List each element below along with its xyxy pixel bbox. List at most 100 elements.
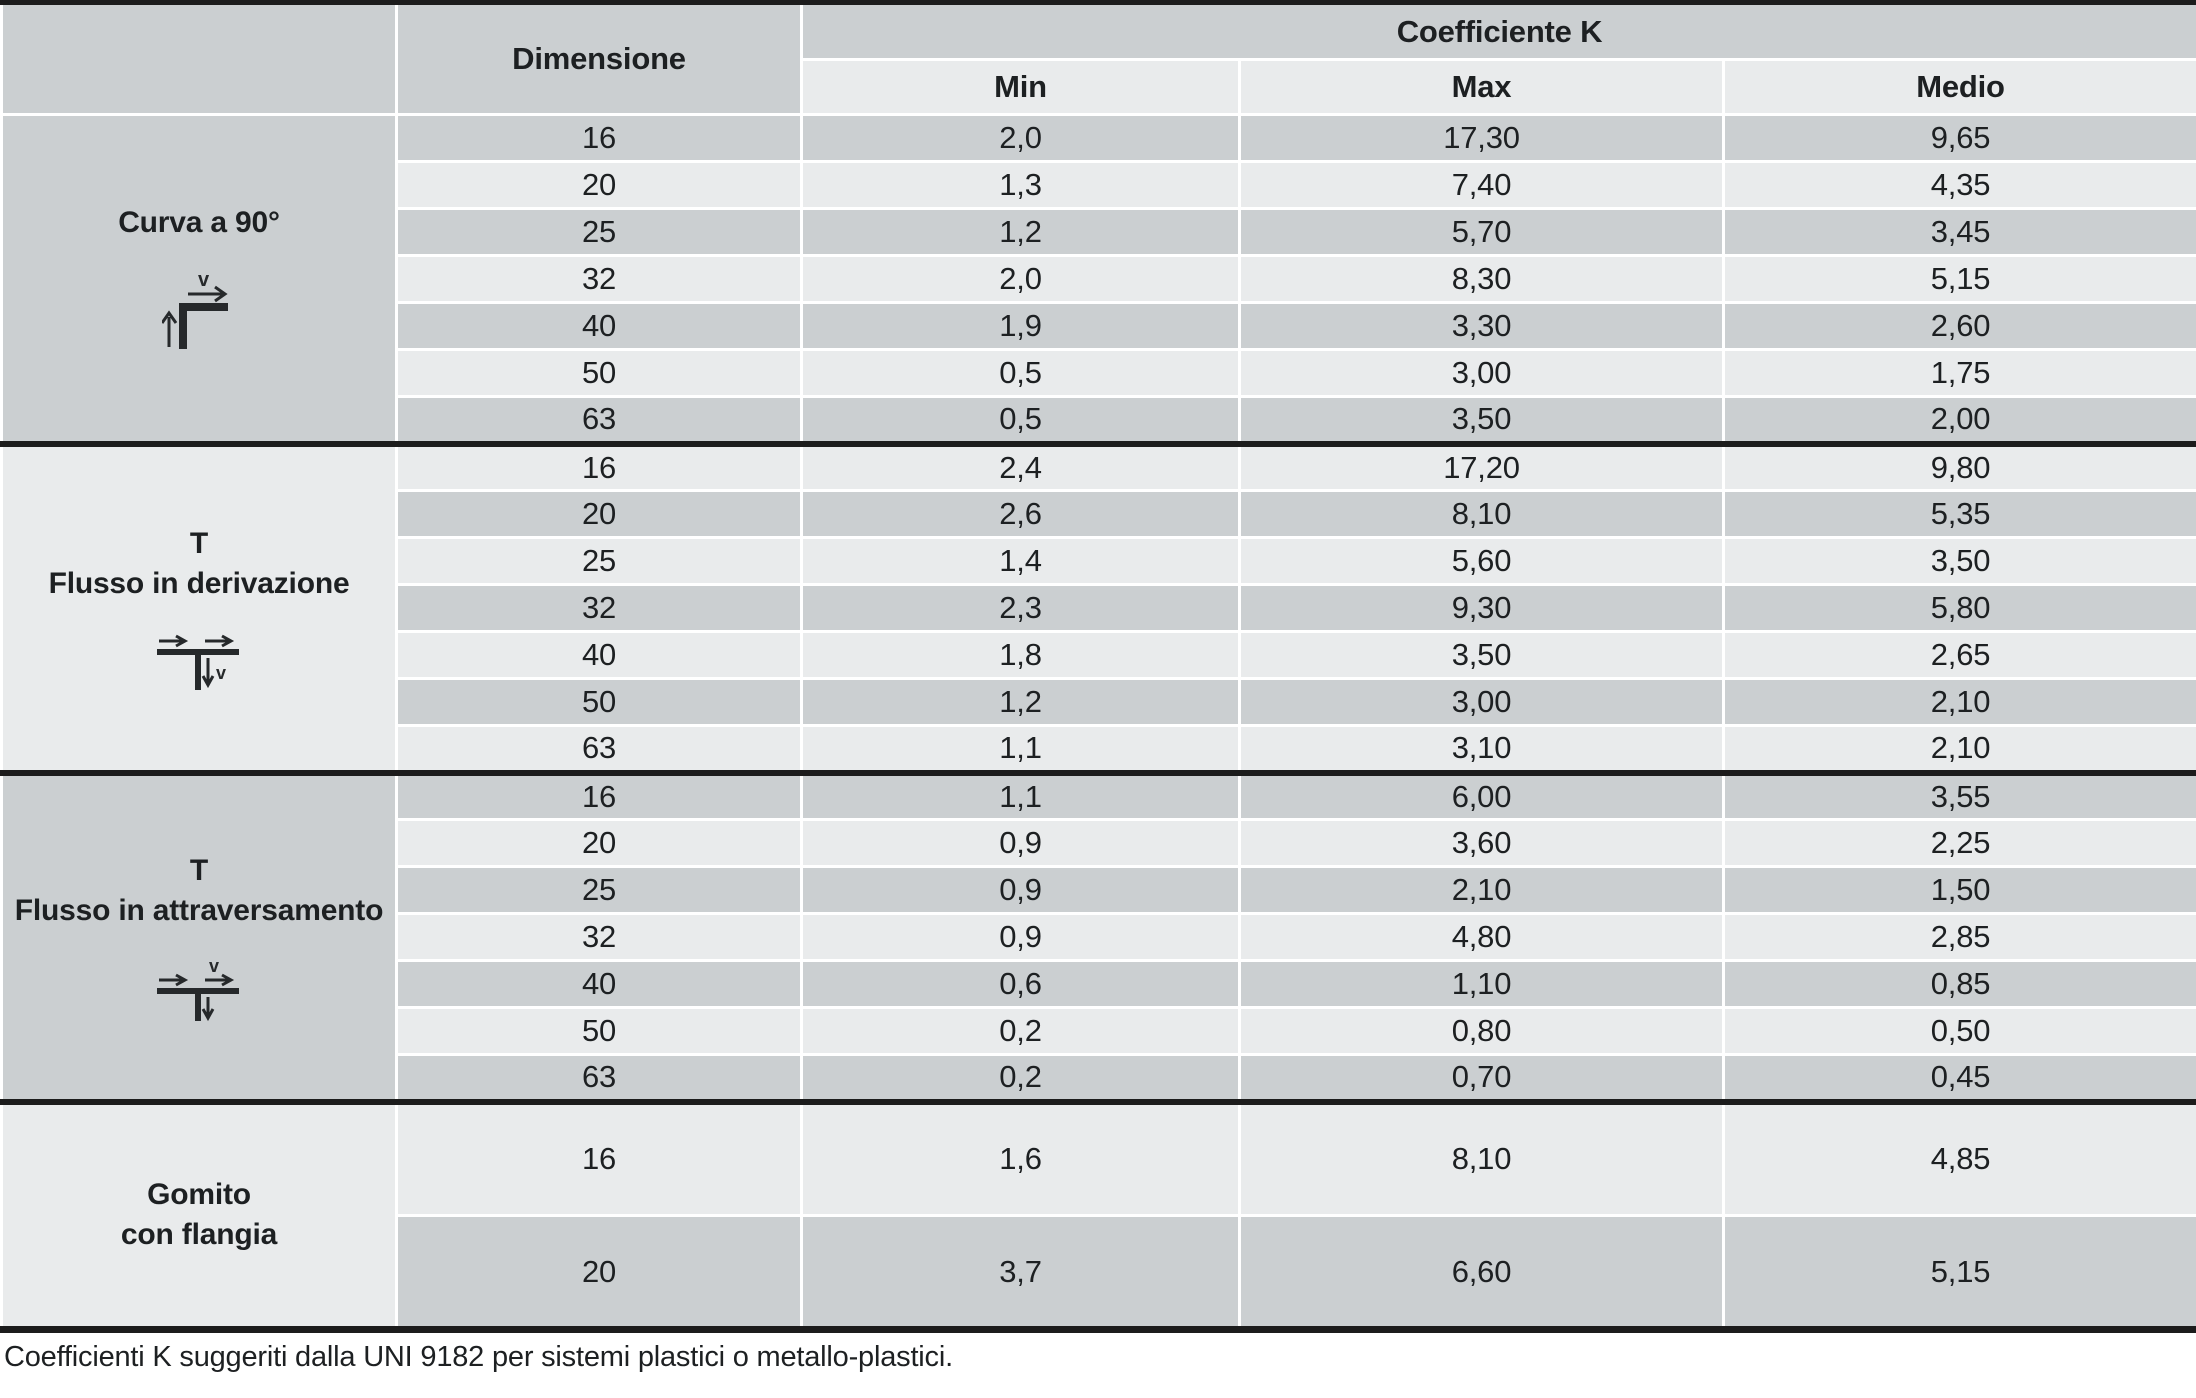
max-cell: 17,20 — [1238, 440, 1725, 492]
max-cell: 6,60 — [1238, 1214, 1725, 1331]
min-cell: 0,9 — [800, 818, 1241, 868]
min-cell: 0,2 — [800, 1053, 1241, 1103]
dimension-cell: 20 — [395, 160, 803, 210]
section-label-t-derivazione: T Flusso in derivazione v — [0, 440, 398, 774]
min-cell: 1,1 — [800, 724, 1241, 774]
dimension-cell: 25 — [395, 536, 803, 586]
min-cell: 0,9 — [800, 865, 1241, 915]
dimension-cell: 50 — [395, 348, 803, 398]
curva-90-flow-icon: v — [162, 273, 236, 353]
max-cell: 3,10 — [1238, 724, 1725, 774]
table-row: 32 2,0 8,30 5,15 — [2, 254, 2196, 304]
section-label-curva-90: Curva a 90° v — [0, 113, 398, 445]
section-title-line: Curva a 90° — [118, 206, 280, 240]
dimension-cell: 32 — [395, 254, 803, 304]
table-row: 32 0,9 4,80 2,85 — [2, 912, 2196, 962]
table-row: 40 0,6 1,10 0,85 — [2, 959, 2196, 1009]
min-cell: 0,2 — [800, 1006, 1241, 1056]
section-label-gomito-flangia: Gomito con flangia — [0, 1098, 398, 1331]
dimension-cell: 63 — [395, 724, 803, 774]
dimension-cell: 32 — [395, 583, 803, 633]
medio-cell: 5,15 — [1721, 1214, 2196, 1331]
max-cell: 8,10 — [1238, 489, 1725, 539]
dimension-cell: 20 — [395, 818, 803, 868]
table-row: 50 0,5 3,00 1,75 — [2, 348, 2196, 398]
dimension-cell: 16 — [395, 769, 803, 821]
table-row: 25 1,4 5,60 3,50 — [2, 536, 2196, 586]
table-row: 25 0,9 2,10 1,50 — [2, 865, 2196, 915]
max-cell: 3,50 — [1238, 630, 1725, 680]
medio-cell: 1,75 — [1721, 348, 2196, 398]
table-row: 63 1,1 3,10 2,10 — [2, 724, 2196, 774]
min-cell: 1,1 — [800, 769, 1241, 821]
dimension-cell: 16 — [395, 440, 803, 492]
max-cell: 6,00 — [1238, 769, 1725, 821]
min-cell: 0,9 — [800, 912, 1241, 962]
table-row: 40 1,9 3,30 2,60 — [2, 301, 2196, 351]
header-dimension: Dimensione — [395, 1, 803, 116]
dimension-cell: 16 — [395, 1098, 803, 1217]
medio-cell: 4,35 — [1721, 160, 2196, 210]
min-cell: 3,7 — [800, 1214, 1241, 1331]
max-cell: 0,70 — [1238, 1053, 1725, 1103]
svg-text:v: v — [216, 663, 226, 683]
section-title-line: T — [189, 854, 209, 887]
medio-cell: 2,10 — [1721, 724, 2196, 774]
max-cell: 4,80 — [1238, 912, 1725, 962]
section-label-t-attraversamento: T Flusso in attraversamento v — [0, 769, 398, 1103]
header-max: Max — [1238, 58, 1725, 116]
tee-branch-flow-icon: v — [157, 634, 241, 692]
medio-cell: 9,80 — [1721, 440, 2196, 492]
min-cell: 0,5 — [800, 348, 1241, 398]
svg-text:v: v — [209, 961, 219, 976]
min-cell: 0,6 — [800, 959, 1241, 1009]
max-cell: 8,10 — [1238, 1098, 1725, 1217]
dimension-cell: 50 — [395, 677, 803, 727]
section-title-line: T — [189, 527, 209, 560]
medio-cell: 4,85 — [1721, 1098, 2196, 1217]
medio-cell: 3,50 — [1721, 536, 2196, 586]
medio-cell: 5,15 — [1721, 254, 2196, 304]
max-cell: 3,30 — [1238, 301, 1725, 351]
min-cell: 2,0 — [800, 254, 1241, 304]
table-row: 20 3,7 6,60 5,15 — [2, 1214, 2196, 1331]
footnote: Coefficienti K suggeriti dalla UNI 9182 … — [4, 1341, 953, 1373]
medio-cell: 2,60 — [1721, 301, 2196, 351]
header-empty-cell — [0, 1, 398, 116]
section-title-line: con flangia — [120, 1218, 278, 1252]
max-cell: 3,00 — [1238, 677, 1725, 727]
max-cell: 3,50 — [1238, 395, 1725, 445]
medio-cell: 0,85 — [1721, 959, 2196, 1009]
section-title: T Flusso in attraversamento — [15, 851, 384, 931]
max-cell: 9,30 — [1238, 583, 1725, 633]
medio-cell: 3,55 — [1721, 769, 2196, 821]
table-row: Curva a 90° v 16 2,0 17,30 9,65 — [0, 113, 2196, 445]
table-row: 40 1,8 3,50 2,65 — [2, 630, 2196, 680]
min-cell: 1,3 — [800, 160, 1241, 210]
table-header: Dimensione Coefficiente K Min Max Medio — [0, 1, 2196, 116]
medio-cell: 2,00 — [1721, 395, 2196, 445]
dimension-cell: 40 — [395, 630, 803, 680]
dimension-cell: 20 — [395, 1214, 803, 1331]
table-row: 63 0,2 0,70 0,45 — [2, 1053, 2196, 1103]
dimension-cell: 63 — [395, 395, 803, 445]
dimension-cell: 25 — [395, 207, 803, 257]
min-cell: 1,6 — [800, 1098, 1241, 1217]
min-cell: 1,2 — [800, 677, 1241, 727]
table-row: 25 1,2 5,70 3,45 — [2, 207, 2196, 257]
max-cell: 17,30 — [1238, 113, 1725, 163]
dimension-cell: 20 — [395, 489, 803, 539]
table-row: T Flusso in attraversamento v 16 1,1 6,00 3,55 — [0, 769, 2196, 1103]
table-row: 50 0,2 0,80 0,50 — [2, 1006, 2196, 1056]
dimension-cell: 40 — [395, 301, 803, 351]
max-cell: 1,10 — [1238, 959, 1725, 1009]
table-row: 50 1,2 3,00 2,10 — [2, 677, 2196, 727]
min-cell: 2,4 — [800, 440, 1241, 492]
medio-cell: 1,50 — [1721, 865, 2196, 915]
medio-cell: 5,35 — [1721, 489, 2196, 539]
medio-cell: 9,65 — [1721, 113, 2196, 163]
dimension-cell: 32 — [395, 912, 803, 962]
min-cell: 0,5 — [800, 395, 1241, 445]
medio-cell: 3,45 — [1721, 207, 2196, 257]
max-cell: 5,70 — [1238, 207, 1725, 257]
